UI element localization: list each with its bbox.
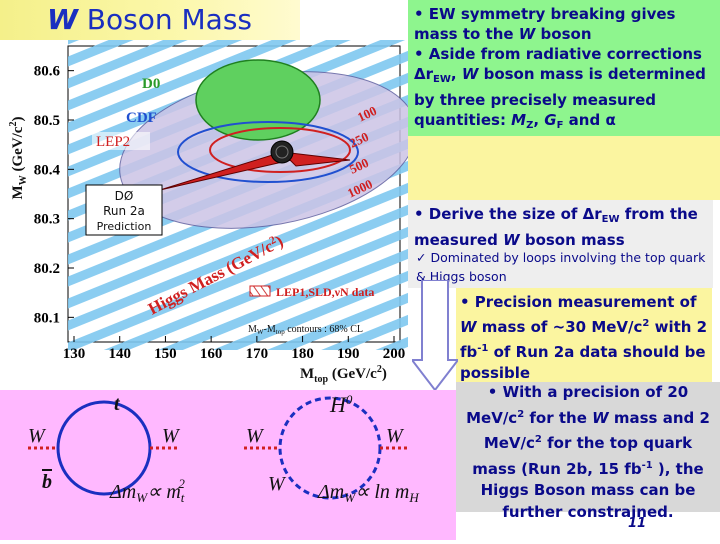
feynman-diagrams: t b W W W W W H0 ΔmW∝ mt2 ΔmW∝ ln mH [0, 390, 456, 540]
constraint-box: • With a precision of 20 MeV/c2 for the … [456, 382, 720, 521]
label-h100: 100 [355, 103, 379, 125]
x-ticks: 130 140 150 160 170 180 190 200 [63, 336, 406, 362]
title-rest: Boson Mass [77, 3, 252, 36]
higgs-band [266, 292, 408, 350]
label-b: b [42, 471, 52, 493]
mw-mtop-chart: 80.6 80.5 80.4 80.3 80.2 80.1 130 140 150 160 170… [0, 40, 408, 390]
x-tick-label: 130 [63, 346, 86, 362]
dominated-text: ✓ Dominated by loops involving the top q… [416, 250, 706, 284]
x-tick-label: 150 [154, 346, 177, 362]
y-tick-label: 80.2 [34, 261, 60, 277]
x-axis-label: Mtop (GeV/c2) [300, 364, 387, 385]
top-loop [56, 400, 152, 496]
down-arrow-icon [412, 280, 458, 392]
higgs-band [68, 182, 408, 331]
label-t: t [114, 393, 121, 415]
higgs-band [68, 40, 134, 67]
pred-line2: Run 2a [103, 204, 145, 218]
pred-line3: Prediction [97, 220, 152, 233]
higgs-band [68, 40, 80, 45]
x-tick-label: 190 [337, 346, 360, 362]
yellow-spacer [408, 136, 720, 200]
precision-box: • Precision measurement of W mass of ~30… [456, 288, 712, 382]
pred-line1: DØ [115, 189, 134, 203]
feynman-svg: t b W W W W W H0 ΔmW∝ mt2 ΔmW∝ ln mH [28, 392, 419, 505]
y-tick-label: 80.5 [34, 113, 60, 129]
ew-symmetry-box: • EW symmetry breaking gives mass to the… [408, 0, 720, 136]
higgs-band [321, 314, 408, 350]
label-d0: D0 [142, 76, 160, 92]
lep1-legend-swatch [249, 285, 271, 297]
derive-text: • Derive the size of ΔrEW from the measu… [414, 205, 698, 249]
formula-higgs: ΔmW∝ ln mH [317, 481, 419, 505]
precision-text: • Precision measurement of W mass of ~30… [460, 293, 708, 382]
page-number: 11 [628, 516, 647, 531]
higgs-band [158, 248, 408, 350]
x-tick-label: 170 [246, 346, 269, 362]
prediction-target [270, 140, 294, 164]
chart-svg: 80.6 80.5 80.4 80.3 80.2 80.1 130 140 150 160 170… [0, 40, 408, 390]
derive-box: • Derive the size of ΔrEW from the measu… [408, 200, 713, 288]
y-ticks: 80.6 80.5 80.4 80.3 80.2 80.1 [34, 64, 74, 326]
higgs-band [375, 336, 408, 350]
constraint-text: • With a precision of 20 MeV/c2 for the … [466, 383, 710, 521]
label-w5: W [268, 473, 287, 495]
label-h0: H0 [329, 392, 353, 417]
title-w: W [47, 3, 78, 36]
y-tick-label: 80.1 [34, 310, 60, 326]
lep2-ellipse [209, 127, 351, 173]
d0-ellipse [195, 59, 321, 141]
label-contours: MW-Mtop contours : 68% CL [248, 324, 363, 336]
label-h500: 500 [347, 155, 371, 177]
label-cdf: CDF [126, 110, 157, 126]
prediction-box [85, 184, 163, 236]
label-w4: W [386, 425, 405, 447]
higgs-band [212, 270, 408, 350]
ew-symmetry-text: • EW symmetry breaking gives mass to the… [414, 5, 706, 131]
x-tick-label: 200 [383, 346, 406, 362]
y-tick-label: 80.4 [34, 162, 61, 178]
label-h250: 250 [347, 129, 371, 151]
x-tick-label: 140 [108, 346, 131, 362]
y-axis-label: MW (GeV/c2) [8, 117, 29, 200]
label-lep1: LEP1,SLD,νN data [276, 285, 374, 299]
formula-top: ΔmW∝ mt2 [109, 476, 185, 505]
higgs-band [68, 204, 408, 350]
cdf-ellipse [177, 121, 359, 183]
label-w2: W [162, 425, 181, 447]
label-w1: W [28, 425, 47, 447]
slide-title: W Boson Mass [0, 0, 300, 40]
y-tick-label: 80.3 [34, 212, 60, 228]
y-tick-label: 80.6 [34, 64, 61, 80]
x-tick-label: 180 [291, 346, 314, 362]
x-tick-label: 160 [200, 346, 223, 362]
label-w3: W [246, 425, 265, 447]
label-lep2: LEP2 [96, 134, 130, 150]
